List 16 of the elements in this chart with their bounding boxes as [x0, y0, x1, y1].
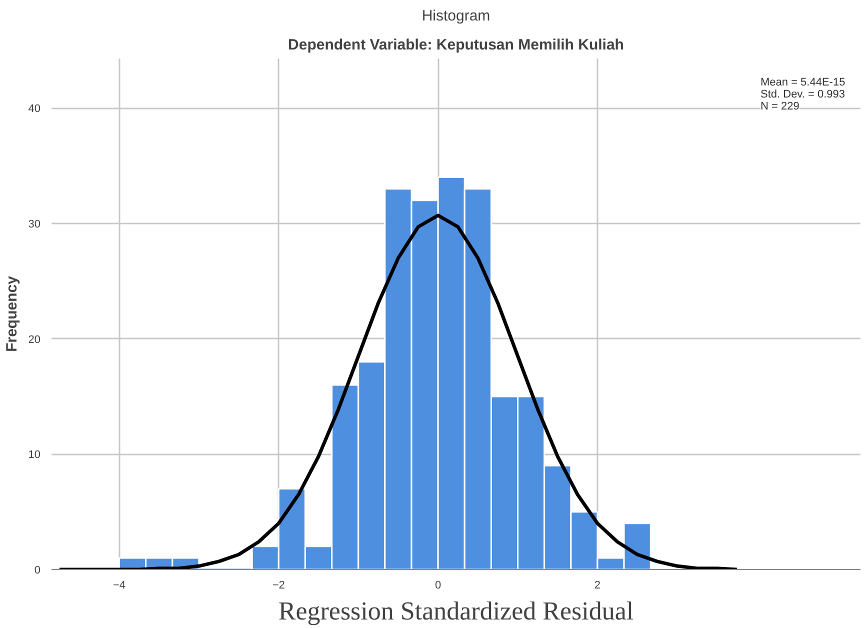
y-tick-label: 0 [34, 564, 41, 576]
chart-title: Histogram [422, 8, 490, 24]
chart-subtitle: Dependent Variable: Keputusan Memilih Kuliah [288, 36, 624, 54]
x-tick-label: 0 [435, 580, 442, 592]
annotation: Std. Dev. = 0.993 [760, 88, 845, 100]
y-tick-label: 20 [28, 334, 41, 346]
x-tick-label: −2 [272, 580, 285, 592]
y-axis-title: Frequency [3, 275, 20, 352]
x-axis-title: Regression Standardized Residual [278, 596, 634, 626]
y-tick-label: 40 [28, 103, 41, 116]
annotation: Mean = 5.44E-15 [760, 76, 846, 88]
y-tick-label: 10 [28, 449, 41, 462]
annotation: N = 229 [760, 100, 800, 112]
x-tick-label: −4 [112, 580, 126, 592]
x-tick-label: 2 [594, 580, 601, 592]
y-tick-label: 30 [28, 218, 41, 230]
